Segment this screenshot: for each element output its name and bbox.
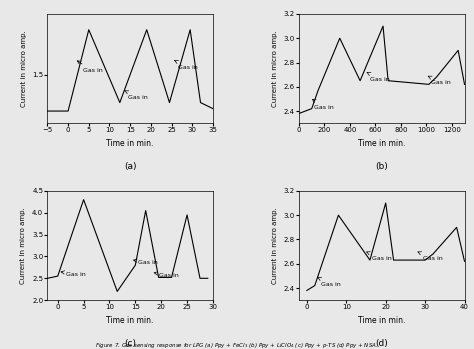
Text: Gas in: Gas in <box>61 271 85 277</box>
Text: Gas in: Gas in <box>367 73 390 82</box>
X-axis label: Time in min.: Time in min. <box>358 316 405 325</box>
Y-axis label: Current in micro amp.: Current in micro amp. <box>20 30 27 107</box>
Text: Gas in: Gas in <box>125 91 148 100</box>
Text: Gas in: Gas in <box>318 277 340 287</box>
Text: Gas in: Gas in <box>367 252 392 261</box>
Text: (c): (c) <box>124 339 136 348</box>
Text: Gas in: Gas in <box>77 61 102 73</box>
Text: Gas in: Gas in <box>418 252 443 261</box>
X-axis label: Time in min.: Time in min. <box>358 139 405 148</box>
Text: (b): (b) <box>375 162 388 171</box>
X-axis label: Time in min.: Time in min. <box>107 139 154 148</box>
Y-axis label: Current in micro amp.: Current in micro amp. <box>272 207 278 284</box>
Text: Gas in: Gas in <box>312 99 334 110</box>
Y-axis label: Current in micro amp.: Current in micro amp. <box>272 30 278 107</box>
X-axis label: Time in min.: Time in min. <box>107 316 154 325</box>
Text: (a): (a) <box>124 162 137 171</box>
Y-axis label: Current in micro amp.: Current in micro amp. <box>20 207 27 284</box>
Text: Gas in: Gas in <box>428 76 451 86</box>
Text: Gas in: Gas in <box>134 259 158 265</box>
Text: Figure 7. Gas sensing response for LPG (a) $\mathit{Ppy}$ + FeCl$_3$ (b) $\mathi: Figure 7. Gas sensing response for LPG (… <box>95 341 379 349</box>
Text: Gas in: Gas in <box>174 60 198 69</box>
Text: (d): (d) <box>375 339 388 348</box>
Text: Gas in: Gas in <box>154 272 178 278</box>
